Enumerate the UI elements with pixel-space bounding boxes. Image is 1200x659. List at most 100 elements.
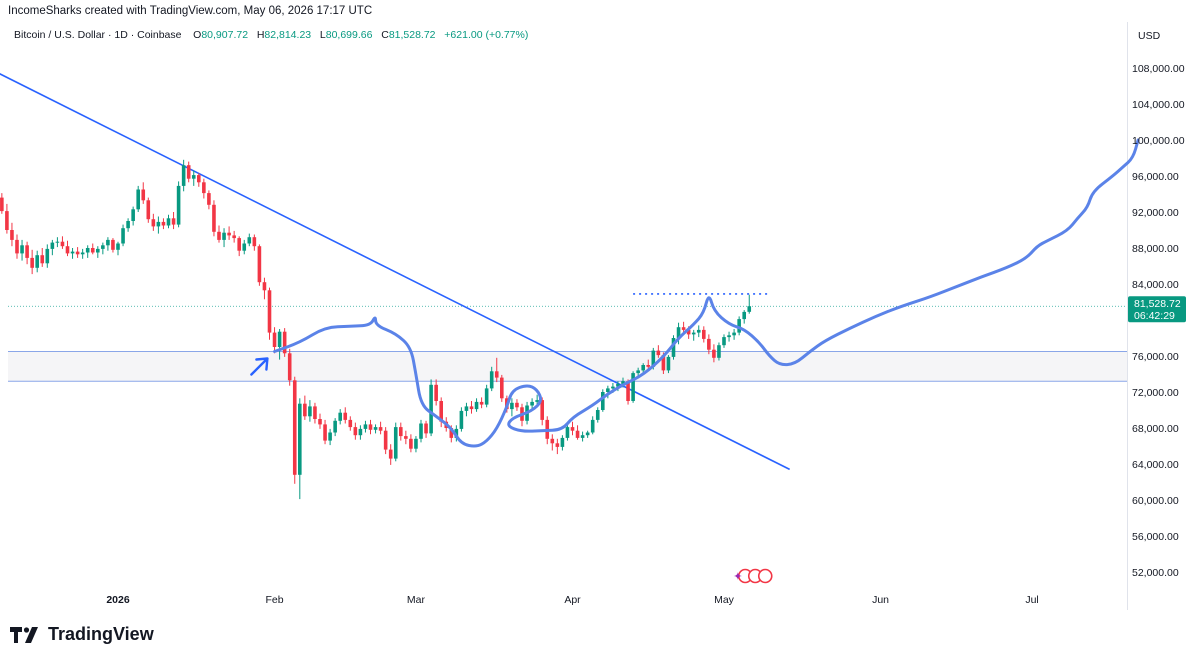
candle[interactable] <box>30 257 34 268</box>
candle[interactable] <box>717 345 721 358</box>
candle[interactable] <box>252 237 257 247</box>
trendline[interactable] <box>0 70 791 471</box>
candle[interactable] <box>75 251 80 255</box>
candle[interactable] <box>20 245 24 254</box>
candle[interactable] <box>727 335 731 338</box>
candle[interactable] <box>464 406 469 411</box>
candle[interactable] <box>65 246 70 254</box>
candle[interactable] <box>222 232 226 240</box>
symbol-name[interactable]: Bitcoin / U.S. Dollar · 1D · Coinbase <box>14 29 182 41</box>
candle[interactable] <box>313 406 317 419</box>
candle[interactable] <box>323 424 327 441</box>
candle[interactable] <box>338 412 342 421</box>
candle[interactable] <box>343 412 348 420</box>
candle[interactable] <box>712 349 716 358</box>
candle[interactable] <box>686 329 691 335</box>
candle[interactable] <box>722 337 726 346</box>
candle[interactable] <box>348 419 353 428</box>
candle[interactable] <box>621 381 625 384</box>
candle[interactable] <box>631 373 635 401</box>
candle[interactable] <box>267 290 272 333</box>
candle[interactable] <box>616 383 620 387</box>
candle[interactable] <box>383 430 388 450</box>
candle[interactable] <box>565 427 570 438</box>
candle[interactable] <box>540 400 544 420</box>
candle[interactable] <box>550 438 555 444</box>
candle[interactable] <box>0 197 4 212</box>
candle[interactable] <box>651 350 656 367</box>
candle[interactable] <box>156 221 161 227</box>
candle[interactable] <box>494 371 499 378</box>
candle[interactable] <box>308 406 312 417</box>
candle[interactable] <box>90 248 95 253</box>
candle[interactable] <box>661 355 666 371</box>
candle[interactable] <box>318 419 322 425</box>
candle[interactable] <box>60 241 65 247</box>
candle[interactable] <box>80 252 85 255</box>
candle[interactable] <box>595 410 600 420</box>
candle[interactable] <box>15 239 19 254</box>
candle[interactable] <box>287 353 292 381</box>
candle[interactable] <box>106 239 110 246</box>
candle[interactable] <box>186 165 191 179</box>
candle[interactable] <box>641 365 645 371</box>
candle[interactable] <box>136 189 140 210</box>
candle[interactable] <box>606 388 610 392</box>
candle[interactable] <box>747 306 752 312</box>
candle[interactable] <box>5 211 9 230</box>
candle[interactable] <box>55 241 60 243</box>
candle[interactable] <box>474 401 479 410</box>
arrow-annotation[interactable] <box>250 357 269 376</box>
candle[interactable] <box>646 365 651 367</box>
candle[interactable] <box>393 427 398 459</box>
candle[interactable] <box>25 245 29 258</box>
candle[interactable] <box>191 175 196 179</box>
candle[interactable] <box>373 427 378 430</box>
candle[interactable] <box>303 403 307 417</box>
candle[interactable] <box>656 350 661 356</box>
candle[interactable] <box>353 427 358 436</box>
candle[interactable] <box>429 384 433 434</box>
candle[interactable] <box>50 242 55 249</box>
candle[interactable] <box>363 424 368 429</box>
candle[interactable] <box>388 449 393 459</box>
candle[interactable] <box>101 245 105 249</box>
candle[interactable] <box>459 410 464 429</box>
candle[interactable] <box>272 332 277 347</box>
currency-label[interactable]: USD <box>1138 30 1161 42</box>
candle[interactable] <box>242 243 247 251</box>
candle[interactable] <box>40 255 45 264</box>
candle[interactable] <box>121 228 125 244</box>
candle[interactable] <box>292 380 297 475</box>
candle[interactable] <box>515 402 519 408</box>
candle[interactable] <box>570 427 575 431</box>
candle[interactable] <box>328 432 332 441</box>
candle[interactable] <box>111 239 115 250</box>
candle[interactable] <box>70 251 75 254</box>
candle[interactable] <box>171 218 176 225</box>
candle[interactable] <box>681 327 686 330</box>
candle[interactable] <box>176 185 181 225</box>
candle[interactable] <box>500 377 504 399</box>
candle[interactable] <box>666 356 671 371</box>
candle[interactable] <box>611 386 615 389</box>
candle[interactable] <box>676 327 681 338</box>
candle[interactable] <box>212 204 216 232</box>
candle[interactable] <box>469 406 474 410</box>
candle[interactable] <box>161 221 166 226</box>
candle[interactable] <box>217 231 221 240</box>
candle[interactable] <box>257 246 262 283</box>
candle[interactable] <box>116 243 120 250</box>
candle[interactable] <box>575 430 580 438</box>
candle[interactable] <box>484 388 489 405</box>
candle[interactable] <box>691 332 696 335</box>
candle[interactable] <box>146 200 151 220</box>
candle[interactable] <box>590 419 595 433</box>
candle[interactable] <box>449 428 454 438</box>
tradingview-logo[interactable]: TradingView <box>10 624 154 645</box>
forecast-path[interactable] <box>273 138 1140 448</box>
candle[interactable] <box>707 338 711 350</box>
candle[interactable] <box>181 165 186 186</box>
candle[interactable] <box>399 427 403 437</box>
candle[interactable] <box>424 423 428 434</box>
